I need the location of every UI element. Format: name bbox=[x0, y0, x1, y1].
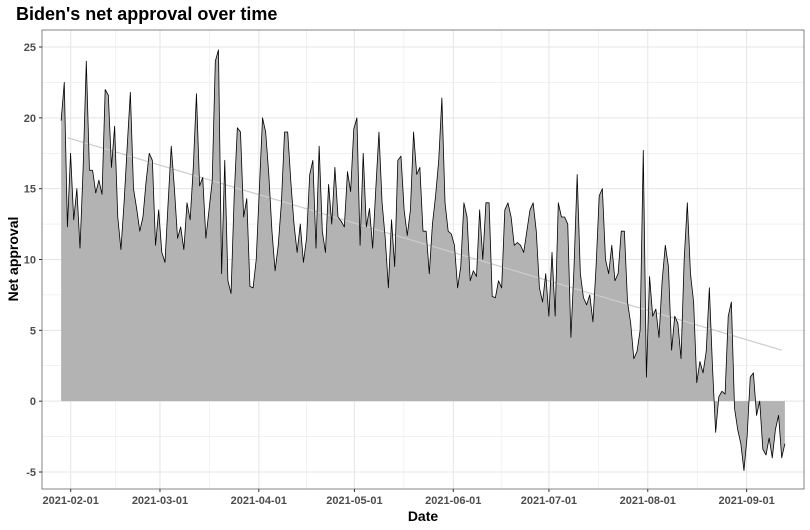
series-area bbox=[61, 49, 785, 471]
x-tick-label: 2021-09-01 bbox=[718, 495, 774, 507]
y-tick-label: 5 bbox=[30, 325, 36, 337]
axes: -5 0 5 10 15 20 25 2021-02-01 2021-03-01 2021-04-… bbox=[24, 29, 805, 507]
trend-line bbox=[67, 137, 782, 351]
y-axis-title: Net approval bbox=[5, 217, 21, 302]
y-tick-label: 10 bbox=[24, 255, 36, 267]
y-tick-label: 15 bbox=[24, 184, 36, 196]
x-tick-label: 2021-06-01 bbox=[425, 495, 481, 507]
x-tick-label: 2021-02-01 bbox=[43, 495, 99, 507]
x-tick-label: 2021-05-01 bbox=[326, 495, 382, 507]
x-tick-label: 2021-04-01 bbox=[231, 495, 287, 507]
x-tick-label: 2021-03-01 bbox=[132, 495, 188, 507]
chart-title: Biden's net approval over time bbox=[16, 4, 278, 24]
y-tick-label: -5 bbox=[26, 467, 36, 479]
y-tick-label: 25 bbox=[24, 42, 36, 54]
series-line bbox=[60, 49, 786, 471]
x-tick-label: 2021-07-01 bbox=[521, 495, 577, 507]
series-layer bbox=[60, 49, 786, 471]
y-tick-label: 20 bbox=[24, 113, 36, 125]
x-tick-label: 2021-08-01 bbox=[620, 495, 676, 507]
x-axis-title: Date bbox=[408, 508, 439, 524]
y-tick-label: 0 bbox=[30, 396, 36, 408]
